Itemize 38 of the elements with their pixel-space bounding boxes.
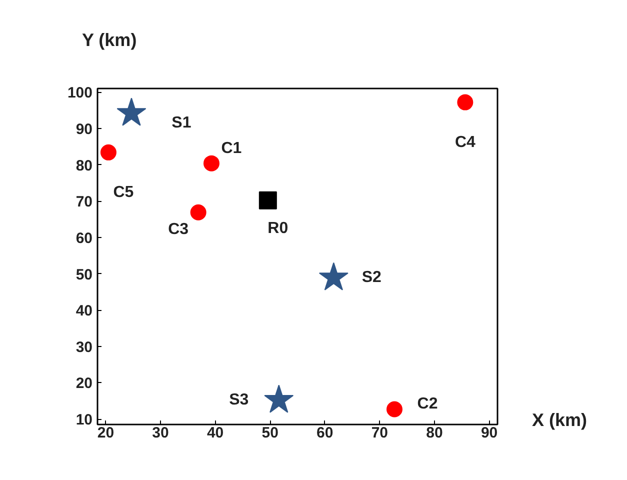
point	[264, 384, 294, 413]
y-tick-label: 100	[67, 84, 93, 102]
x-tick-label: 60	[316, 424, 334, 442]
point	[190, 204, 206, 220]
x-tick-label: 40	[206, 424, 224, 442]
point	[116, 98, 146, 126]
point	[203, 155, 220, 172]
x-tick-label: 90	[480, 424, 498, 442]
annotation: C3	[168, 220, 189, 238]
y-tick-label: 10	[76, 412, 93, 429]
x-axis-title: X (km)	[532, 409, 588, 432]
x-tick-label: 80	[426, 424, 443, 442]
x-tick-label: 20	[97, 424, 114, 442]
y-tick-label: 90	[76, 120, 93, 138]
x-tick-label: 70	[371, 424, 388, 442]
y-tick-label: 20	[76, 375, 93, 392]
annotation: S3	[229, 392, 249, 409]
point	[318, 262, 348, 290]
x-tick-label: 50	[262, 424, 278, 442]
point	[386, 401, 402, 418]
annotation: S1	[172, 114, 192, 132]
y-tick-label: 50	[76, 266, 93, 284]
y-tick-label: 30	[76, 338, 93, 356]
point	[457, 94, 474, 110]
annotation: S2	[362, 269, 382, 286]
x-tick-label: 30	[152, 424, 169, 442]
point	[100, 144, 116, 160]
point	[258, 191, 277, 210]
y-tick-label: 40	[76, 302, 93, 320]
annotation: C5	[113, 184, 134, 201]
annotation: C2	[417, 396, 438, 413]
annotation: C4	[454, 134, 476, 151]
annotation: R0	[268, 220, 288, 237]
y-tick-label: 70	[76, 194, 93, 211]
y-axis-title: Y (km)	[82, 29, 137, 52]
y-tick-label: 80	[76, 157, 93, 174]
annotation: C1	[221, 140, 242, 157]
y-tick-label: 60	[76, 230, 93, 247]
